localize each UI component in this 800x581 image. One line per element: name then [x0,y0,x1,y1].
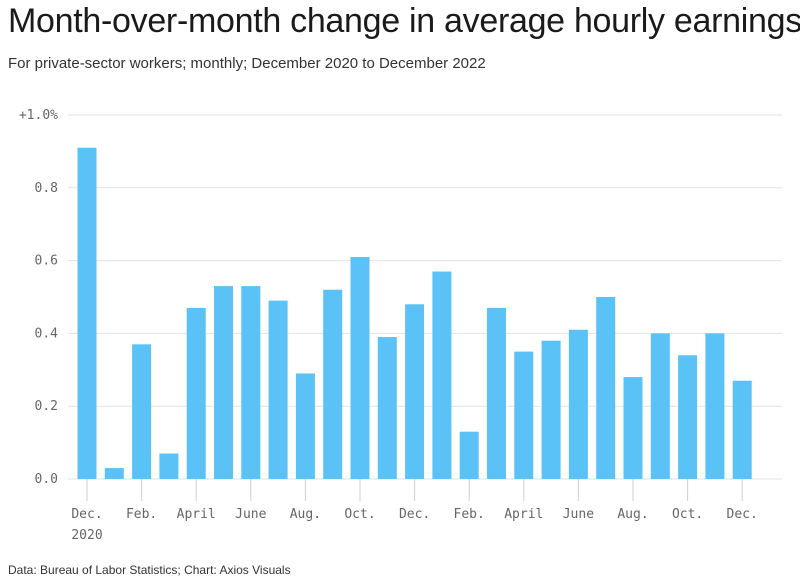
bar [77,147,97,479]
y-tick-label: 0.4 [35,326,59,341]
y-axis-labels: 0.0 0.2 0.4 0.6 0.8 +1.0% [19,108,58,487]
bar [487,307,506,479]
bar [650,333,670,479]
bar [350,256,370,479]
x-tick-label: April [177,507,216,522]
gridlines [68,114,782,480]
bar [241,286,261,479]
x-tick-label: Feb. [126,507,157,522]
x-tick-label: Dec. [399,507,430,522]
x-tick-label: June [563,507,594,522]
x-tick-label: Aug. [290,507,321,522]
bar [732,380,752,479]
x-tick-label: Dec. [71,507,102,522]
bars [77,147,752,479]
bar [432,271,452,479]
x-tick-label: Feb. [454,507,485,522]
bar [214,286,233,479]
y-tick-label: 0.0 [35,472,58,487]
bar [705,333,725,479]
bar [459,431,479,479]
x-tick-label: Aug. [617,507,648,522]
x-tick-label: April [504,507,543,522]
chart-subtitle: For private-sector workers; monthly; Dec… [8,55,486,72]
x-tick-label: Dec. [727,507,758,522]
bar [186,307,206,479]
bar [132,344,152,479]
chart-title: Month-over-month change in average hourl… [8,2,800,40]
bar [514,351,534,479]
y-tick-label: 0.8 [35,181,58,196]
y-tick-label: 0.6 [35,254,58,269]
bar [596,297,616,479]
bar [623,377,643,479]
x-tick-sublabel: 2020 [71,528,102,543]
y-tick-label: 0.2 [35,399,58,414]
bar [541,340,561,479]
x-axis-labels: Dec. 2020 Feb. April June Aug. Oct. Dec. Feb. Apr… [71,479,758,543]
chart-source: Data: Bureau of Labor Statistics; Chart:… [8,563,291,577]
x-tick-label: June [235,507,266,522]
bar [377,337,397,479]
bar [268,300,288,479]
bar [678,355,698,479]
bar [405,304,425,479]
bar [104,468,124,479]
y-tick-label: +1.0% [19,108,58,123]
x-tick-label: Oct. [672,507,703,522]
bar [295,373,315,479]
bar [159,453,179,479]
x-tick-label: Oct. [344,507,375,522]
bar [568,329,588,479]
bar [323,289,343,479]
